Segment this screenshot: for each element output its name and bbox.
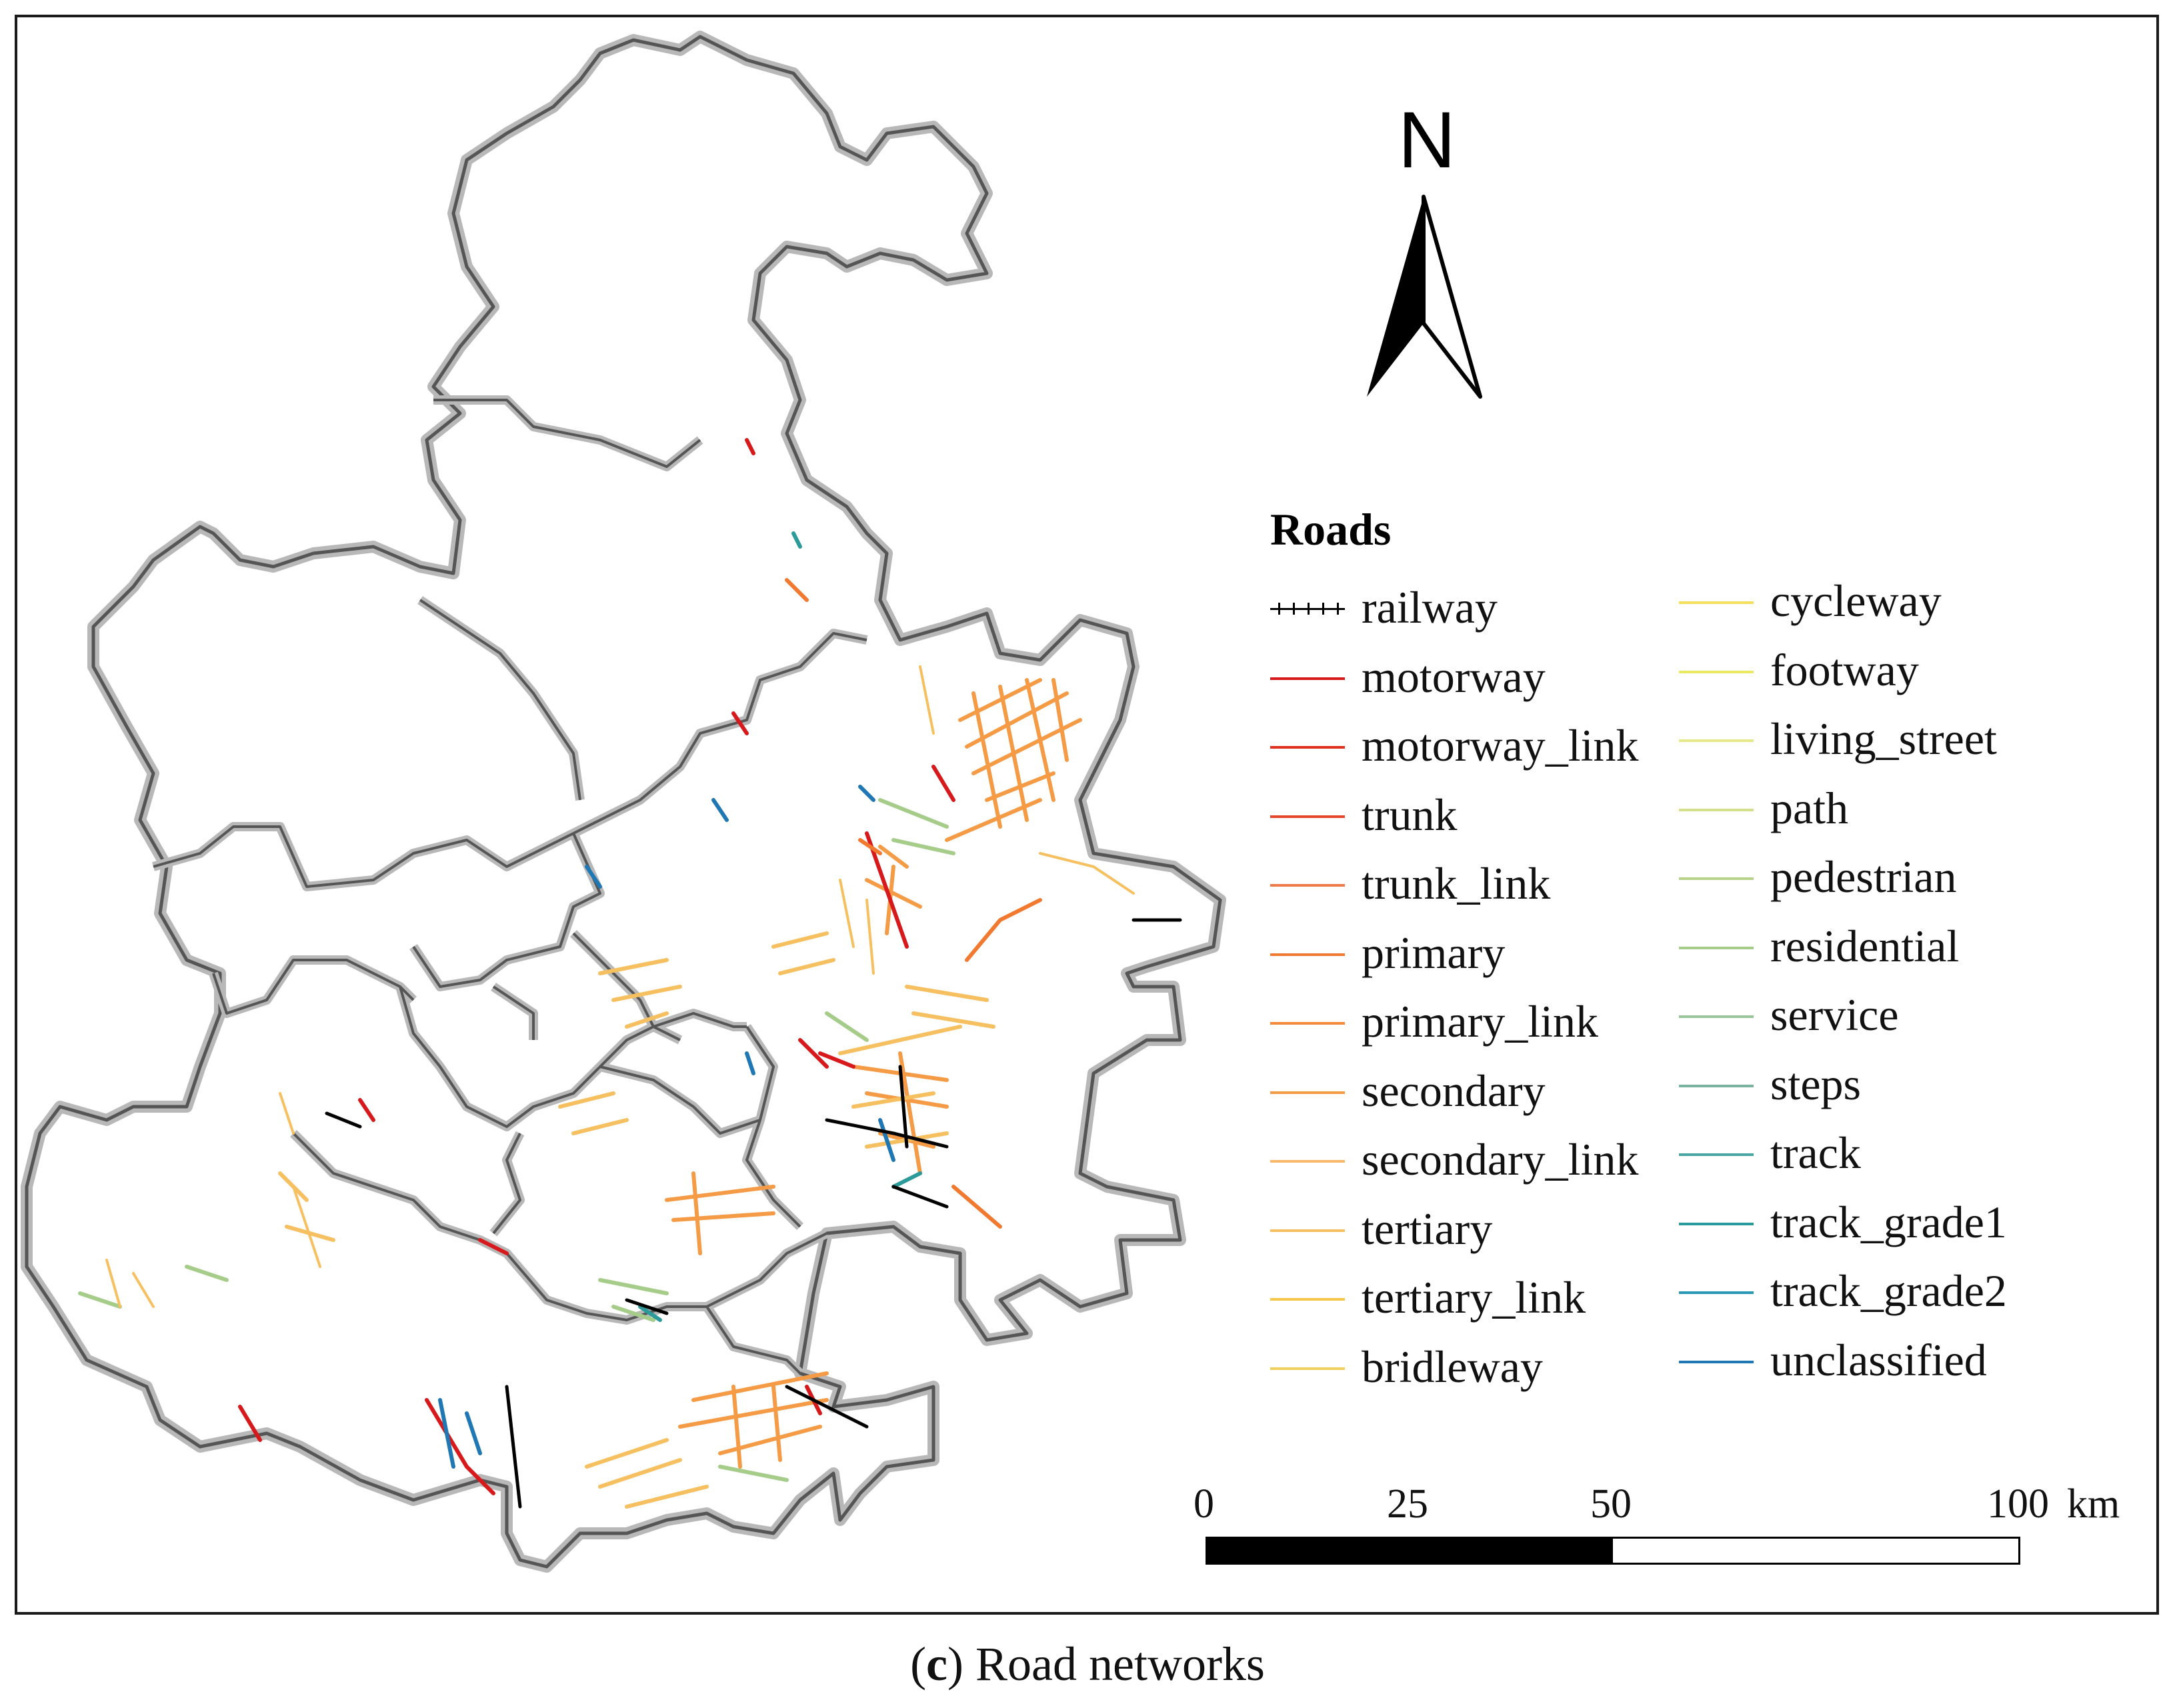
legend-label-path: path [1770, 782, 1849, 833]
legend-label-steps: steps [1770, 1058, 1861, 1109]
legend-swatch-trunk [1270, 815, 1345, 818]
legend-label-secondary-link: secondary_link [1362, 1134, 1639, 1185]
legend-label-footway: footway [1770, 644, 1919, 695]
legend-label-trunk-link: trunk_link [1362, 858, 1551, 909]
legend-swatch-unclassified [1679, 1360, 1754, 1363]
scale-bar-filled [1208, 1539, 1613, 1563]
legend-swatch-living-street [1679, 739, 1754, 742]
north-arrow-icon [1367, 195, 1482, 399]
legend-label-unclassified: unclassified [1770, 1334, 1987, 1385]
legend-label-service: service [1770, 989, 1899, 1040]
scale-tick-100: 100 [1987, 1481, 2049, 1527]
legend-label-bridleway: bridleway [1362, 1341, 1543, 1392]
legend-swatch-trunk-link [1270, 884, 1345, 887]
legend-swatch-service [1679, 1015, 1754, 1018]
legend-label-motorway-link: motorway_link [1362, 720, 1639, 771]
legend-title: Roads [1270, 504, 1392, 555]
legend-label-pedestrian: pedestrian [1770, 851, 1957, 902]
map-frame [15, 15, 2159, 1615]
legend-label-tertiary: tertiary [1362, 1203, 1493, 1254]
north-label: N [1398, 95, 1456, 185]
legend-swatch-motorway [1270, 677, 1345, 680]
legend-label-secondary: secondary [1362, 1065, 1546, 1116]
legend-label-railway: railway [1362, 582, 1498, 633]
figure-caption: (c) Road networks [910, 1637, 1265, 1691]
legend-swatch-cycleway [1679, 601, 1754, 604]
legend-swatch-primary [1270, 953, 1345, 956]
scale-tick-50: 50 [1590, 1481, 1632, 1527]
legend-swatch-tertiary-link [1270, 1298, 1345, 1301]
legend-label-primary: primary [1362, 927, 1506, 978]
legend-swatch-residential [1679, 946, 1754, 949]
legend-label-trunk: trunk [1362, 789, 1458, 840]
legend-label-living-street: living_street [1770, 713, 1997, 764]
legend-swatch-motorway-link [1270, 746, 1345, 749]
legend-label-residential: residential [1770, 920, 1960, 971]
scale-tick-0: 0 [1194, 1481, 1214, 1527]
scale-tick-25: 25 [1387, 1481, 1428, 1527]
legend-swatch-steps [1679, 1084, 1754, 1087]
legend-label-tertiary-link: tertiary_link [1362, 1272, 1586, 1323]
legend-swatch-railway [1270, 603, 1345, 615]
legend-swatch-footway [1679, 670, 1754, 673]
district-boundaries [21, 31, 1226, 1573]
legend-swatch-tertiary [1270, 1229, 1345, 1232]
legend-label-motorway: motorway [1362, 651, 1546, 702]
legend-label-primary-link: primary_link [1362, 996, 1599, 1047]
legend-label-track: track [1770, 1127, 1861, 1178]
legend-swatch-pedestrian [1679, 877, 1754, 880]
legend-swatch-primary-link [1270, 1022, 1345, 1025]
scale-bar [1206, 1537, 2020, 1565]
legend-label-cycleway: cycleway [1770, 575, 1942, 626]
legend-swatch-track-grade2 [1679, 1291, 1754, 1294]
legend-swatch-secondary-link [1270, 1160, 1345, 1163]
legend-swatch-secondary [1270, 1091, 1345, 1094]
legend-swatch-track [1679, 1153, 1754, 1156]
legend-swatch-path [1679, 808, 1754, 811]
legend-swatch-bridleway [1270, 1367, 1345, 1370]
caption-text: Road networks [963, 1637, 1265, 1691]
road-network-layer [78, 438, 1182, 1509]
legend-swatch-track-grade1 [1679, 1222, 1754, 1225]
legend-label-track-grade2: track_grade2 [1770, 1265, 2007, 1316]
scale-unit: km [2067, 1481, 2120, 1527]
legend-label-track-grade1: track_grade1 [1770, 1196, 2007, 1247]
caption-letter: c [926, 1637, 948, 1691]
